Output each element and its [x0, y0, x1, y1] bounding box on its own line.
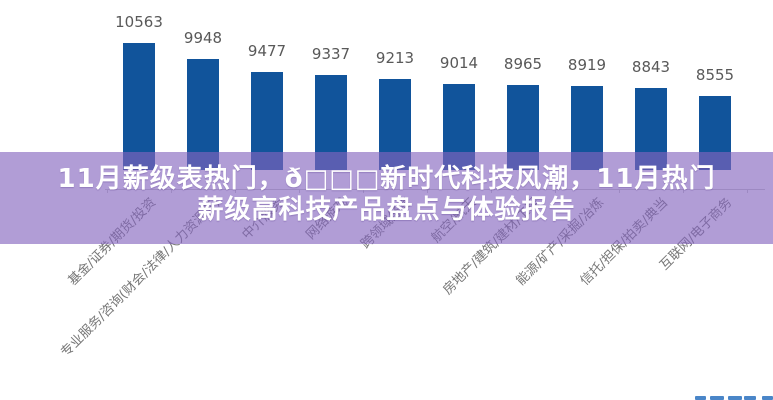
title-banner: 11月薪级表热门，ð□□□新时代科技风潮，11月热门 薪级高科技产品盘点与体验报… — [0, 152, 773, 244]
bar — [187, 59, 219, 170]
watermark-fragment — [762, 396, 773, 400]
bar-value-label: 8843 — [631, 58, 671, 76]
watermark-fragment — [728, 396, 742, 400]
bar-value-label: 8555 — [695, 66, 735, 84]
watermark-fragment — [710, 396, 724, 400]
bar-value-label: 9948 — [183, 29, 223, 47]
bar-value-label: 9477 — [247, 42, 287, 60]
bar-value-label: 10563 — [115, 13, 163, 31]
bar-value-label: 8965 — [503, 55, 543, 73]
banner-title-line1: 11月薪级表热门，ð□□□新时代科技风潮，11月热门 — [57, 164, 716, 194]
banner-title-line2: 薪级高科技产品盘点与体验报告 — [197, 195, 576, 225]
bar-value-label: 9337 — [311, 45, 351, 63]
bar-value-label: 9213 — [375, 49, 415, 67]
bar-value-label: 9014 — [439, 54, 479, 72]
watermark-fragment — [695, 396, 706, 400]
bar — [123, 43, 155, 170]
watermark-fragment — [744, 396, 756, 400]
bar-value-label: 8919 — [567, 56, 607, 74]
